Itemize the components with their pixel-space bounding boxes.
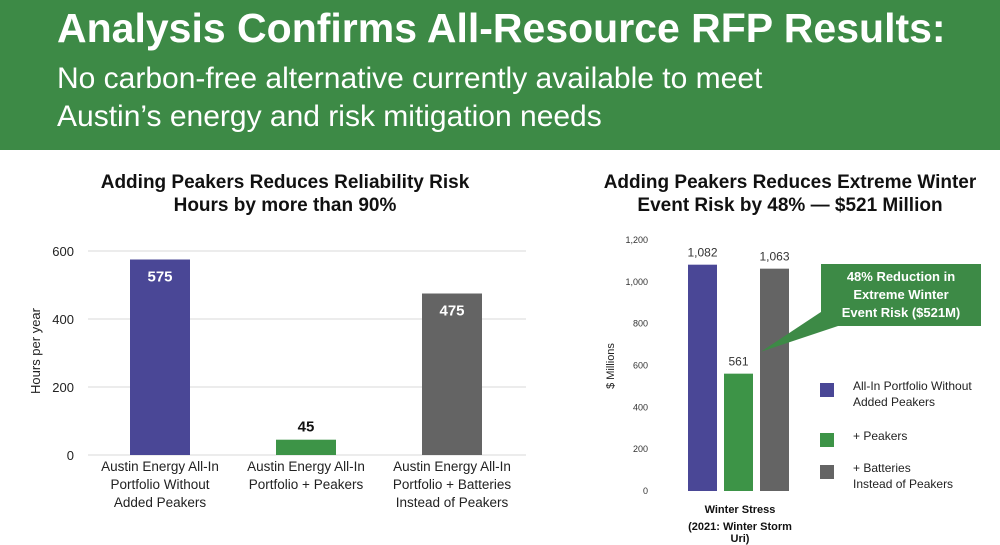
right-bar-0 [688,264,717,491]
left-chart-title-line-1: Adding Peakers Reduces Reliability Risk [100,172,470,193]
left-ytick-0: 0 [67,448,74,463]
callout-line-2: Extreme Winter [853,287,949,302]
legend-label-batteries: + Batteries Instead of Peakers [853,460,953,492]
legend-item-batteries: + Batteries Instead of Peakers [820,460,953,492]
left-data-label-0: 575 [147,269,172,286]
subtitle-line-1: No carbon-free alternative currently ava… [57,62,763,95]
left-category-label-2-3: Instead of Peakers [396,495,509,510]
right-chart-title: Adding Peakers Reduces Extreme Winter Ev… [580,171,1000,217]
legend-swatch-without-peakers [820,383,834,397]
legend-label-peakers-line-1: + Peakers [853,429,908,443]
left-category-label-0-2: Portfolio Without [110,477,209,492]
legend-swatch-peakers [820,433,834,447]
callout-line-3: Event Risk ($521M) [841,305,961,320]
header-banner: Analysis Confirms All-Resource RFP Resul… [0,0,1000,150]
right-ytick-5: 1,000 [625,277,648,287]
left-ytick-1: 200 [52,380,74,395]
legend-item-without-peakers: All-In Portfolio Without Added Peakers [820,378,972,410]
page-title: Analysis Confirms All-Resource RFP Resul… [57,5,946,51]
left-category-label-2-1: Austin Energy All-In [393,459,511,474]
right-ytick-2: 400 [633,402,648,412]
legend-label-without-peakers: All-In Portfolio Without Added Peakers [853,378,972,410]
subtitle-line-2: Austin’s energy and risk mitigation need… [57,100,602,133]
right-ytick-1: 200 [633,444,648,454]
right-data-label-2: 1,063 [759,250,789,264]
legend-label-without-peakers-line-1: All-In Portfolio Without [853,379,972,393]
right-ytick-0: 0 [643,486,648,496]
left-ytick-3: 600 [52,244,74,259]
legend-label-peakers: + Peakers [853,428,907,444]
page-subtitle: No carbon-free alternative currently ava… [57,60,762,136]
right-chart-title-line-2: Event Risk by 48% — $521 Million [637,195,943,216]
left-category-label-1-2: Portfolio + Peakers [249,477,364,492]
right-ytick-3: 600 [633,361,648,371]
right-chart-title-line-1: Adding Peakers Reduces Extreme Winter [603,172,977,193]
left-ytick-2: 400 [52,312,74,327]
left-data-label-2: 475 [439,303,464,320]
right-category-line-1: Winter Stress [704,504,776,516]
left-bar-0 [130,259,190,455]
left-chart-title: Adding Peakers Reduces Reliability Risk … [60,171,510,217]
left-category-label-2-2: Portfolio + Batteries [393,477,511,492]
left-chart-title-line-2: Hours by more than 90% [173,195,397,216]
right-data-label-1: 561 [728,355,748,369]
callout-line-1: 48% Reduction in [846,269,956,284]
right-category-line-2: (2021: Winter Storm Uri) [688,521,792,545]
left-ylabel: Hours per year [28,307,43,394]
legend-label-batteries-line-1: + Batteries [853,461,911,475]
legend-swatch-batteries [820,465,834,479]
left-category-label-1-1: Austin Energy All-In [247,459,365,474]
right-ytick-6: 1,200 [625,235,648,245]
right-ylabel: $ Millions [605,343,617,389]
right-category-label: Winter Stress (2021: Winter Storm Uri) [680,504,800,545]
left-category-label-0-1: Austin Energy All-In [101,459,219,474]
reduction-callout: 48% Reduction in Extreme Winter Event Ri… [821,264,981,326]
right-bar-1 [724,373,753,491]
legend-item-peakers: + Peakers [820,428,907,447]
legend-label-without-peakers-line-2: Added Peakers [853,395,936,409]
left-bar-2 [422,293,482,455]
left-data-label-1: 45 [298,419,315,436]
right-ytick-4: 800 [633,319,648,329]
left-bar-1 [276,439,336,455]
left-category-label-0-3: Added Peakers [114,495,207,510]
right-data-label-0: 1,082 [687,246,717,260]
right-bar-2 [760,268,789,491]
legend-label-batteries-line-2: Instead of Peakers [853,477,954,491]
